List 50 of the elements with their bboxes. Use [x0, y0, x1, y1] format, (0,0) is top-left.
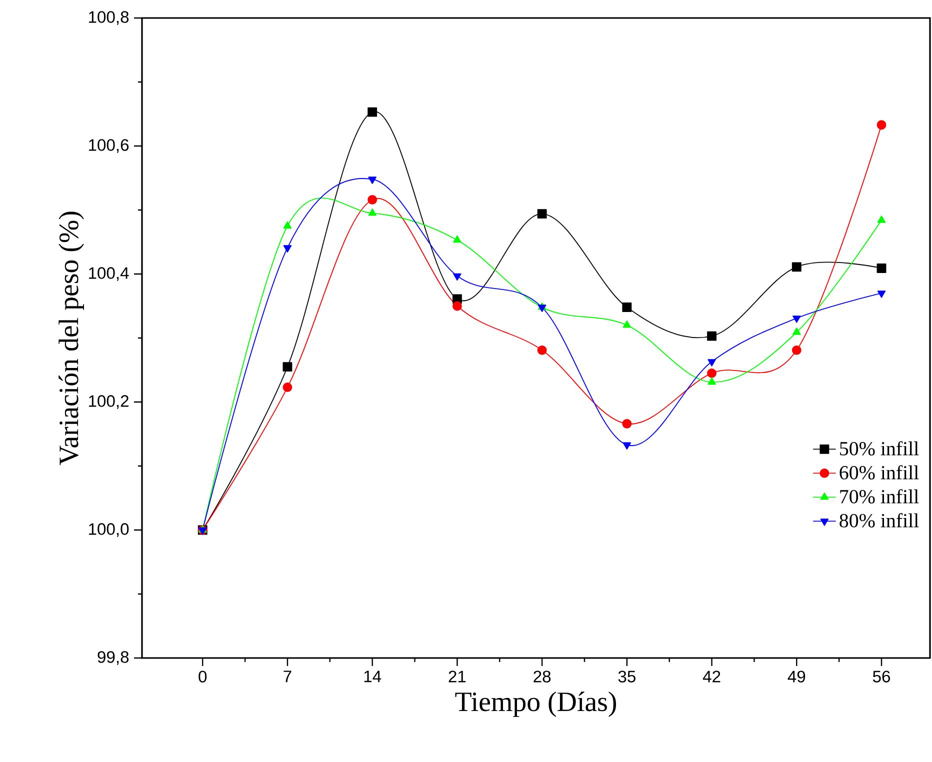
x-tick-label: 21	[448, 670, 466, 682]
y-tick-label: 100,0	[89, 523, 129, 537]
point	[537, 209, 547, 219]
point	[792, 328, 801, 335]
point	[792, 316, 801, 323]
point	[707, 368, 716, 378]
point	[622, 320, 632, 328]
point	[368, 195, 378, 204]
point	[452, 301, 462, 311]
point	[877, 290, 886, 298]
point	[537, 345, 547, 355]
point	[453, 273, 462, 281]
point	[283, 221, 292, 229]
point	[876, 264, 886, 273]
legend-label: 60% infill	[840, 465, 919, 480]
point	[707, 331, 716, 341]
point	[877, 216, 886, 223]
y-tick-label: 100,2	[89, 395, 128, 409]
point	[622, 442, 632, 450]
point	[622, 302, 632, 312]
x-tick-label: 56	[872, 670, 890, 682]
point	[368, 107, 378, 117]
point	[368, 208, 376, 216]
x-tick-label: 42	[702, 670, 720, 682]
x-axis-title: Tiempo (Días)	[455, 692, 616, 717]
legend-label: 70% infill	[840, 489, 919, 504]
legend-label: 80% infill	[840, 513, 919, 528]
legend-label: 50% infill	[840, 441, 919, 456]
y-tick-label: 99,8	[98, 651, 129, 665]
y-tick-label: 100,8	[89, 11, 129, 25]
point	[708, 359, 716, 366]
point	[453, 235, 462, 243]
x-tick-label: 0	[198, 670, 207, 682]
y-axis-title: Variación del peso (%)	[58, 212, 84, 466]
x-tick-label: 35	[618, 670, 636, 682]
point	[282, 382, 292, 392]
x-tick-label: 49	[788, 670, 806, 682]
point	[282, 362, 292, 372]
point	[622, 419, 632, 428]
point	[283, 245, 292, 252]
y-tick-label: 100,4	[89, 267, 129, 281]
point	[368, 176, 376, 184]
x-tick-label: 7	[284, 670, 292, 682]
y-tick-label: 100,6	[89, 139, 129, 153]
x-tick-label: 28	[534, 670, 551, 682]
point	[792, 262, 802, 272]
point	[792, 345, 802, 355]
x-tick-label: 14	[364, 670, 382, 682]
point	[708, 377, 716, 385]
point	[876, 120, 886, 130]
